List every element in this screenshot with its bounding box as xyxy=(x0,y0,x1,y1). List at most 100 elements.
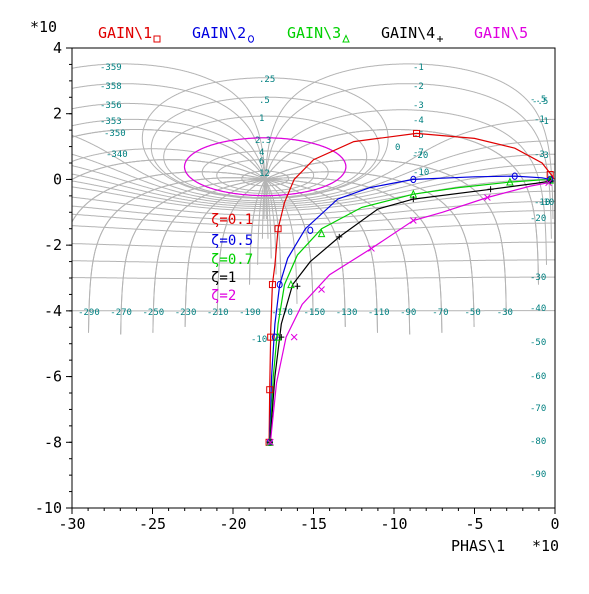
x-marker xyxy=(409,217,417,224)
x-marker xyxy=(318,286,325,293)
m-circle-label: -.5 xyxy=(532,97,548,107)
zeta-label: ζ=0.1 xyxy=(211,212,253,228)
n-contour xyxy=(72,129,282,285)
plus-marker xyxy=(294,283,301,290)
n-contour-label: -230 xyxy=(175,308,197,318)
legend: GAIN\1 GAIN\2 GAIN\3 GAIN\4 GAIN\5 xyxy=(98,24,528,43)
m-circle-label: 0 xyxy=(395,143,400,153)
zeta-label: ζ=0.7 xyxy=(211,252,253,268)
m-circle-label: -10 xyxy=(534,198,550,208)
m-circle xyxy=(72,276,555,280)
n-contour-label: -340 xyxy=(106,150,128,160)
highlight-m-circle xyxy=(183,137,347,197)
m-circle xyxy=(216,159,315,192)
n-contour-label: -359 xyxy=(100,63,122,73)
legend-entry: GAIN\1 xyxy=(98,24,152,42)
m-circle xyxy=(72,222,555,234)
m-circle xyxy=(163,115,368,199)
m-circle-label: -90 xyxy=(530,470,546,480)
n-contour-label: -290 xyxy=(78,308,100,318)
zeta-label: ζ=2 xyxy=(211,288,236,304)
n-contour-label: -50 xyxy=(465,308,481,318)
n-contour-label: -110 xyxy=(368,308,390,318)
m-circle-label: -.5 xyxy=(530,95,546,105)
series-line xyxy=(269,175,555,443)
m-circle xyxy=(72,259,555,264)
square-marker xyxy=(266,386,274,394)
square-marker xyxy=(274,225,282,233)
y-tick-label: 4 xyxy=(53,39,62,57)
m-circle-label: 2.3 xyxy=(255,136,271,146)
n-contour-label: -353 xyxy=(100,117,122,127)
m-circle xyxy=(241,170,290,187)
m-circle-label: -10 xyxy=(538,198,554,208)
x-marker xyxy=(290,333,298,341)
x-tick-label: 0 xyxy=(550,515,559,533)
m-circle xyxy=(72,210,555,226)
m-circle-label: 1 xyxy=(259,114,264,124)
m-circle xyxy=(72,241,555,249)
triangle-marker xyxy=(317,228,326,238)
plus-marker xyxy=(410,196,417,203)
x-tick-label: -25 xyxy=(139,515,166,533)
y-tick-label: -10 xyxy=(35,499,62,517)
n-contour-label: -270 xyxy=(110,308,132,318)
series-line xyxy=(269,179,555,443)
x-marker xyxy=(266,438,274,446)
legend-entry: GAIN\3 xyxy=(287,24,341,42)
n-contour xyxy=(184,171,475,327)
n-contour xyxy=(249,129,539,285)
series-lines xyxy=(268,132,555,443)
n-contour-label: -358 xyxy=(100,82,122,92)
series-markers xyxy=(265,129,554,446)
m-circle-label: -40 xyxy=(530,304,546,314)
n-contour xyxy=(72,63,267,220)
m-circle-label: -10 xyxy=(413,168,429,178)
x-tick-label: -5 xyxy=(465,515,483,533)
m-circle xyxy=(150,96,380,199)
m-circle-label: -7 xyxy=(413,148,424,158)
x-marker xyxy=(484,194,491,201)
n-contour xyxy=(88,177,378,333)
m-circle-label: -4 xyxy=(413,116,424,126)
m-circle-label: -1 xyxy=(534,115,545,125)
m-circle xyxy=(141,77,389,200)
grid-labels: 12642.31.5.25-1-2-3-4-5-7-10-20-30-40-50… xyxy=(78,63,554,480)
n-contour-label: -356 xyxy=(100,101,122,111)
m-circle-label: -70 xyxy=(530,404,546,414)
square-marker xyxy=(267,333,275,341)
m-circle xyxy=(72,310,555,312)
n-contour-label: -190 xyxy=(239,308,261,318)
m-circle-label: .25 xyxy=(259,75,275,85)
series-line xyxy=(268,132,555,443)
n-contour xyxy=(72,148,298,304)
n-contour-label: -10 xyxy=(251,335,267,345)
series-line xyxy=(269,181,555,443)
x-tick-label: -30 xyxy=(58,515,85,533)
plus-marker xyxy=(437,36,443,42)
n-contour-label: -70 xyxy=(432,308,448,318)
m-circle-label: -50 xyxy=(530,338,546,348)
plus-marker xyxy=(278,334,285,341)
m-circle-label: -2 xyxy=(413,82,424,92)
n-contour-label: -130 xyxy=(336,308,358,318)
x-tick-label: -20 xyxy=(219,515,246,533)
legend-entry: GAIN\2 xyxy=(192,24,246,42)
y-tick-label: -4 xyxy=(44,302,62,320)
m-circle-label: -3 xyxy=(534,150,545,160)
legend-entry: GAIN\4 xyxy=(381,24,435,42)
n-contour-label: -250 xyxy=(143,308,165,318)
n-contour xyxy=(216,159,507,315)
n-contour xyxy=(257,109,547,265)
y-tick-label: -8 xyxy=(44,433,62,451)
zeta-label: ζ=0.5 xyxy=(211,233,253,249)
circle-marker xyxy=(276,280,283,289)
square-marker xyxy=(413,129,421,137)
x-tick-label: -10 xyxy=(380,515,407,533)
m-circle-label: 4 xyxy=(259,148,264,158)
y-tick-label: -6 xyxy=(44,368,62,386)
